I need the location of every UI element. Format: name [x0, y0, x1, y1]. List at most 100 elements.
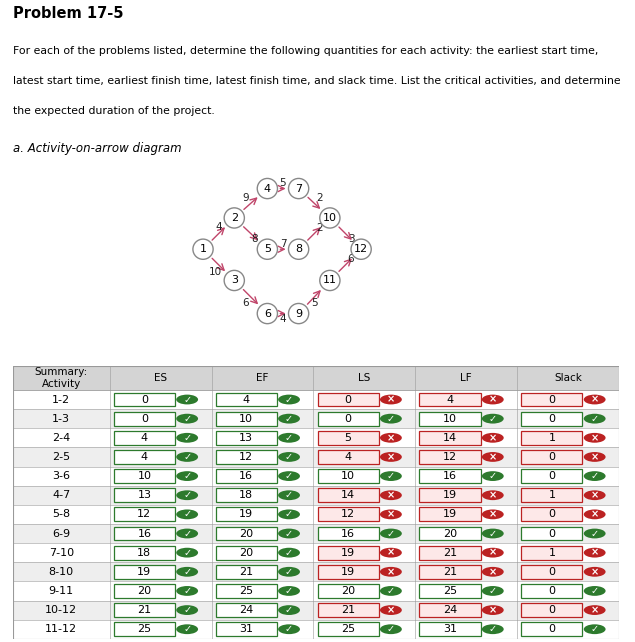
Circle shape [320, 208, 340, 228]
Text: ×: × [387, 452, 395, 462]
FancyBboxPatch shape [420, 489, 481, 502]
Text: 5: 5 [279, 178, 286, 188]
Text: 21: 21 [443, 567, 457, 577]
Text: 16: 16 [239, 471, 253, 481]
Text: 20: 20 [341, 586, 355, 596]
FancyBboxPatch shape [216, 489, 277, 502]
Text: LF: LF [460, 373, 472, 383]
FancyBboxPatch shape [318, 603, 378, 617]
Text: ✓: ✓ [591, 471, 599, 481]
Text: ×: × [591, 567, 599, 577]
Circle shape [584, 433, 606, 443]
Text: ✓: ✓ [285, 528, 293, 539]
FancyBboxPatch shape [521, 489, 582, 502]
Text: 6: 6 [264, 309, 271, 318]
Text: ×: × [387, 605, 395, 615]
Text: ×: × [489, 395, 497, 404]
Circle shape [278, 586, 300, 596]
Text: ×: × [489, 452, 497, 462]
Circle shape [278, 433, 300, 443]
Text: 0: 0 [141, 413, 148, 424]
FancyBboxPatch shape [216, 622, 277, 636]
Text: 4-7: 4-7 [52, 490, 70, 500]
Text: ✓: ✓ [183, 605, 191, 615]
Text: 8: 8 [295, 244, 302, 254]
Text: 10: 10 [443, 413, 457, 424]
Circle shape [177, 624, 198, 634]
Circle shape [584, 510, 606, 519]
Circle shape [380, 510, 402, 519]
Text: latest start time, earliest finish time, latest finish time, and slack time. Lis: latest start time, earliest finish time,… [13, 76, 620, 86]
Text: 10: 10 [239, 413, 253, 424]
Circle shape [278, 624, 300, 634]
FancyBboxPatch shape [420, 565, 481, 578]
Text: ×: × [387, 433, 395, 443]
FancyBboxPatch shape [521, 565, 582, 578]
FancyBboxPatch shape [318, 526, 378, 541]
Text: 0: 0 [549, 586, 556, 596]
FancyBboxPatch shape [216, 507, 277, 521]
Text: 11: 11 [323, 275, 337, 286]
Text: ×: × [387, 509, 395, 519]
Circle shape [288, 178, 309, 198]
Text: Problem 17-5: Problem 17-5 [13, 6, 123, 21]
Text: 0: 0 [549, 395, 556, 404]
Circle shape [482, 605, 504, 615]
FancyBboxPatch shape [420, 412, 481, 426]
FancyBboxPatch shape [114, 584, 175, 598]
FancyBboxPatch shape [216, 469, 277, 483]
Text: the expected duration of the project.: the expected duration of the project. [13, 106, 215, 116]
Text: ✓: ✓ [183, 567, 191, 577]
FancyBboxPatch shape [318, 393, 378, 406]
Text: ✓: ✓ [285, 490, 293, 500]
FancyBboxPatch shape [420, 450, 481, 464]
Text: 9-11: 9-11 [49, 586, 74, 596]
Text: ✓: ✓ [489, 528, 497, 539]
Text: 6: 6 [242, 297, 249, 308]
Text: 4: 4 [215, 222, 222, 232]
Circle shape [380, 548, 402, 557]
Text: 4: 4 [264, 184, 271, 193]
Text: 12: 12 [239, 452, 253, 462]
FancyBboxPatch shape [521, 546, 582, 560]
Text: 0: 0 [549, 624, 556, 634]
Text: ✓: ✓ [285, 624, 293, 634]
Circle shape [278, 471, 300, 481]
FancyBboxPatch shape [318, 584, 378, 598]
Text: 2: 2 [316, 223, 323, 233]
Text: 3: 3 [348, 234, 354, 244]
Text: ✓: ✓ [183, 548, 191, 558]
FancyBboxPatch shape [216, 450, 277, 464]
Text: 0: 0 [141, 395, 148, 404]
Text: 0: 0 [345, 413, 352, 424]
Text: 12: 12 [443, 452, 457, 462]
FancyBboxPatch shape [13, 620, 619, 639]
FancyBboxPatch shape [318, 450, 378, 464]
Text: 4: 4 [243, 395, 250, 404]
Text: ✓: ✓ [591, 586, 599, 596]
Text: 14: 14 [443, 433, 457, 443]
FancyBboxPatch shape [13, 582, 619, 600]
Text: ×: × [489, 548, 497, 558]
FancyBboxPatch shape [13, 409, 619, 428]
FancyBboxPatch shape [318, 565, 378, 578]
Circle shape [177, 471, 198, 481]
FancyBboxPatch shape [318, 469, 378, 483]
Circle shape [380, 413, 402, 424]
Text: ✓: ✓ [285, 395, 293, 404]
Text: 31: 31 [443, 624, 457, 634]
Text: 0: 0 [549, 528, 556, 539]
Text: ✓: ✓ [591, 528, 599, 539]
Text: ✓: ✓ [183, 490, 191, 500]
FancyBboxPatch shape [13, 505, 619, 524]
Text: ✓: ✓ [489, 624, 497, 634]
Text: Slack: Slack [554, 373, 582, 383]
Text: EF: EF [257, 373, 269, 383]
Circle shape [482, 510, 504, 519]
Circle shape [380, 624, 402, 634]
Text: 19: 19 [239, 509, 253, 519]
Text: ✓: ✓ [183, 413, 191, 424]
Text: 20: 20 [137, 586, 151, 596]
Text: ✓: ✓ [285, 471, 293, 481]
Circle shape [177, 490, 198, 500]
